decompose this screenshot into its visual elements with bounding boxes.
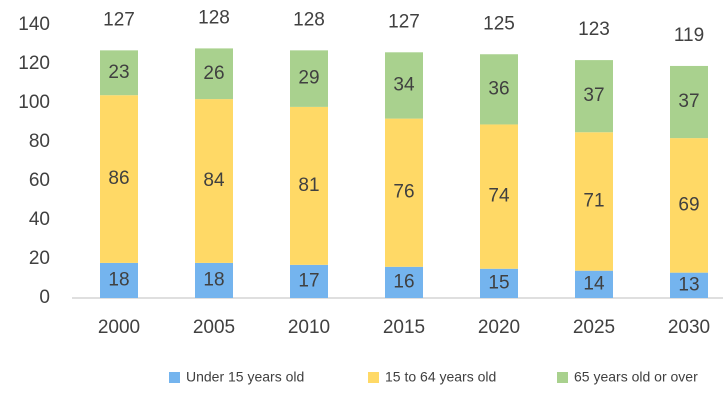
data-label: 36 (488, 78, 509, 99)
x-tick-label: 2010 (288, 317, 330, 338)
legend-swatch (557, 372, 568, 383)
data-label: 14 (583, 273, 605, 294)
y-tick-label: 40 (29, 209, 50, 230)
bar-segment (575, 270, 613, 298)
y-tick-label: 60 (29, 170, 50, 191)
bar-segment (195, 262, 233, 298)
data-label: 84 (203, 170, 225, 191)
data-label: 13 (678, 274, 699, 295)
data-label: 71 (583, 190, 604, 211)
data-label: 23 (108, 62, 129, 83)
total-label: 128 (293, 9, 325, 30)
bar-segment (195, 48, 233, 100)
data-label: 34 (393, 74, 415, 95)
legend-swatch (169, 372, 180, 383)
bar-segment (480, 268, 518, 298)
total-label: 119 (674, 25, 704, 46)
legend-label: Under 15 years old (186, 369, 304, 385)
data-label: 18 (108, 269, 129, 290)
data-label: 76 (393, 182, 414, 203)
legend-swatch (368, 372, 379, 383)
y-tick-label: 120 (18, 53, 50, 74)
y-tick-label: 100 (18, 92, 50, 113)
bar-segment (290, 50, 328, 107)
bar-segment (195, 99, 233, 263)
y-tick-label: 20 (29, 248, 50, 269)
data-label: 26 (203, 63, 224, 84)
x-tick-label: 2015 (383, 317, 425, 338)
total-label: 127 (388, 11, 420, 32)
data-label: 18 (203, 269, 224, 290)
bar-segment (385, 118, 423, 267)
bar-segment (670, 272, 708, 298)
total-label: 128 (198, 7, 230, 28)
data-label: 69 (678, 194, 699, 215)
data-label: 16 (393, 271, 414, 292)
bar-segment (670, 138, 708, 273)
bar-segment (100, 50, 138, 96)
total-label: 125 (483, 13, 515, 34)
x-tick-label: 2020 (478, 317, 520, 338)
bar-segment (100, 262, 138, 298)
data-label: 81 (298, 175, 319, 196)
data-label: 15 (488, 272, 509, 293)
legend-label: 15 to 64 years old (385, 369, 496, 385)
total-label: 127 (103, 9, 135, 30)
bar-segment (385, 266, 423, 298)
y-tick-label: 0 (39, 287, 50, 308)
y-tick-label: 140 (18, 14, 50, 35)
legend-label: 65 years old or over (574, 369, 698, 385)
bar-segment (100, 95, 138, 263)
data-label: 37 (583, 85, 604, 106)
total-label: 123 (578, 19, 610, 40)
x-tick-label: 2030 (668, 317, 710, 338)
y-tick-label: 80 (29, 131, 50, 152)
bar-segment (385, 52, 423, 119)
bar-segment (290, 264, 328, 298)
x-tick-label: 2000 (98, 317, 140, 338)
data-label: 74 (488, 186, 510, 207)
bar-segment (670, 65, 708, 139)
bar-segment (575, 132, 613, 271)
bar-segment (290, 106, 328, 265)
data-label: 29 (298, 68, 319, 89)
bar-segment (480, 124, 518, 269)
x-tick-label: 2005 (193, 317, 235, 338)
data-label: 37 (678, 91, 699, 112)
data-label: 86 (108, 168, 129, 189)
data-label: 17 (298, 270, 319, 291)
bar-segment (575, 60, 613, 133)
x-tick-label: 2025 (573, 317, 615, 338)
bar-segment (480, 54, 518, 125)
